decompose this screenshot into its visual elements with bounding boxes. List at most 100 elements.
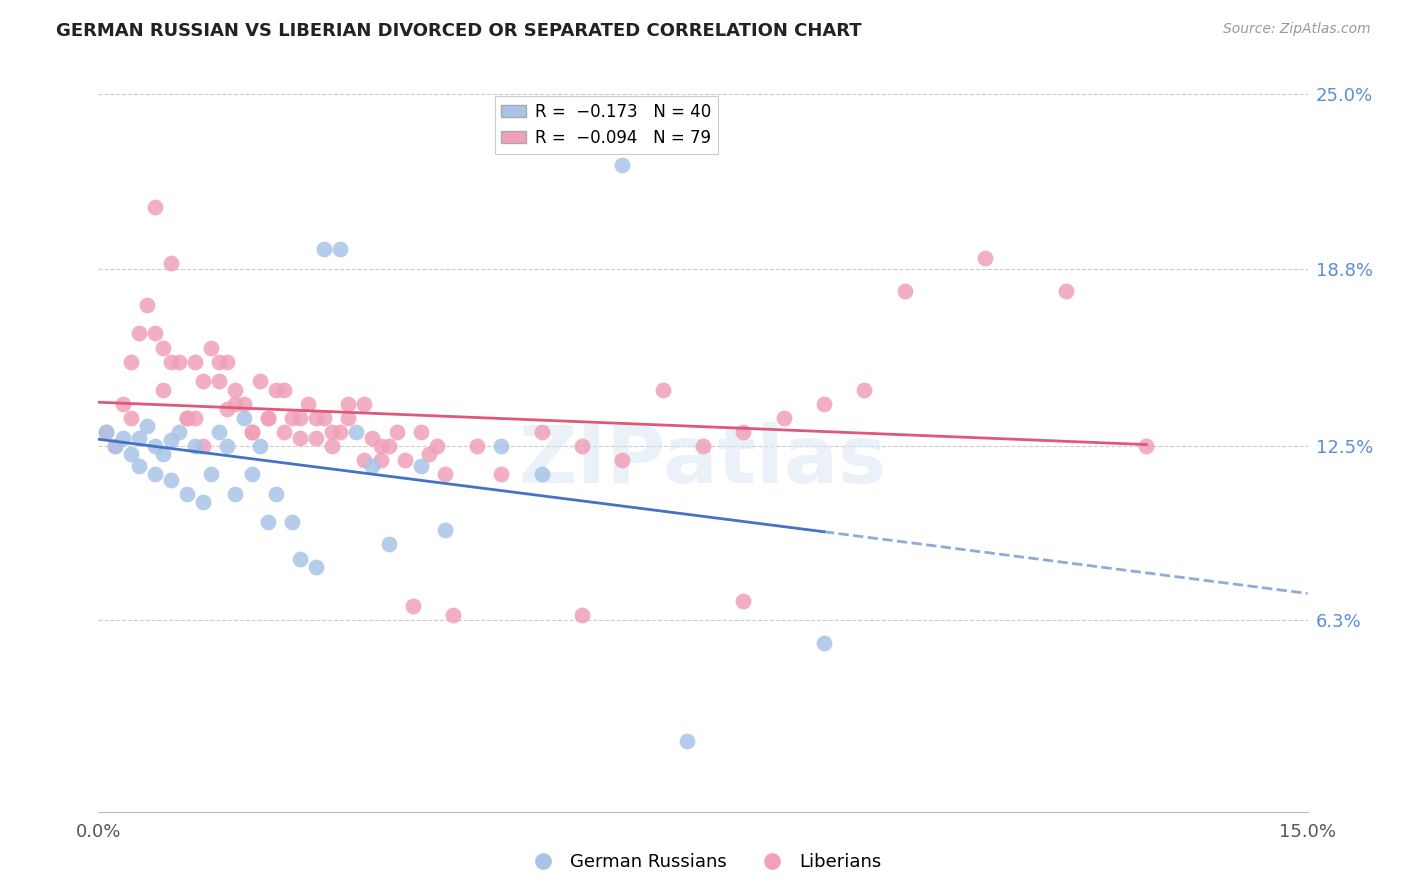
Legend: R =  −0.173   N = 40, R =  −0.094   N = 79: R = −0.173 N = 40, R = −0.094 N = 79	[495, 96, 717, 153]
Point	[232, 410, 254, 425]
Point	[224, 383, 246, 397]
Point	[353, 397, 375, 411]
Point	[184, 410, 207, 425]
Point	[612, 158, 634, 172]
Point	[409, 458, 432, 473]
Point	[273, 425, 295, 439]
Point	[160, 473, 183, 487]
Point	[184, 439, 207, 453]
Point	[394, 453, 416, 467]
Point	[176, 487, 198, 501]
Point	[152, 447, 174, 461]
Point	[612, 453, 634, 467]
Point	[176, 410, 198, 425]
Point	[103, 439, 125, 453]
Point	[465, 439, 488, 453]
Point	[232, 397, 254, 411]
Text: ZIPatlas: ZIPatlas	[519, 422, 887, 500]
Point	[200, 341, 222, 355]
Point	[143, 439, 166, 453]
Point	[305, 560, 328, 574]
Point	[176, 410, 198, 425]
Point	[264, 487, 287, 501]
Point	[353, 453, 375, 467]
Point	[111, 397, 134, 411]
Point	[370, 453, 392, 467]
Point	[377, 537, 399, 551]
Point	[377, 439, 399, 453]
Point	[288, 551, 311, 566]
Point	[329, 242, 352, 256]
Point	[193, 495, 215, 509]
Point	[264, 383, 287, 397]
Point	[813, 636, 835, 650]
Point	[409, 425, 432, 439]
Point	[853, 383, 876, 397]
Point	[297, 397, 319, 411]
Point	[128, 326, 150, 341]
Point	[305, 431, 328, 445]
Point	[240, 425, 263, 439]
Point	[217, 354, 239, 368]
Point	[813, 397, 835, 411]
Point	[314, 242, 336, 256]
Point	[893, 285, 915, 299]
Point	[337, 410, 360, 425]
Point	[240, 467, 263, 482]
Point	[143, 200, 166, 214]
Legend: German Russians, Liberians: German Russians, Liberians	[517, 847, 889, 879]
Point	[167, 425, 190, 439]
Point	[385, 425, 408, 439]
Point	[361, 458, 384, 473]
Point	[321, 439, 343, 453]
Point	[491, 467, 513, 482]
Point	[224, 397, 246, 411]
Point	[135, 419, 157, 434]
Point	[160, 256, 183, 270]
Point	[152, 341, 174, 355]
Point	[120, 410, 142, 425]
Point	[305, 410, 328, 425]
Point	[208, 374, 231, 388]
Point	[128, 458, 150, 473]
Text: GERMAN RUSSIAN VS LIBERIAN DIVORCED OR SEPARATED CORRELATION CHART: GERMAN RUSSIAN VS LIBERIAN DIVORCED OR S…	[56, 22, 862, 40]
Point	[1135, 439, 1157, 453]
Point	[337, 397, 360, 411]
Point	[96, 425, 118, 439]
Point	[193, 439, 215, 453]
Point	[1054, 285, 1077, 299]
Point	[491, 439, 513, 453]
Point	[441, 607, 464, 622]
Point	[733, 425, 755, 439]
Point	[111, 431, 134, 445]
Point	[281, 515, 304, 529]
Point	[288, 431, 311, 445]
Point	[103, 439, 125, 453]
Point	[974, 251, 997, 265]
Point	[143, 467, 166, 482]
Point	[426, 439, 449, 453]
Point	[240, 425, 263, 439]
Point	[208, 354, 231, 368]
Point	[200, 467, 222, 482]
Point	[224, 487, 246, 501]
Point	[530, 425, 553, 439]
Point	[361, 431, 384, 445]
Point	[571, 607, 593, 622]
Point	[135, 298, 157, 312]
Point	[256, 515, 278, 529]
Point	[571, 439, 593, 453]
Point	[193, 374, 215, 388]
Point	[152, 383, 174, 397]
Point	[402, 599, 425, 614]
Point	[256, 410, 278, 425]
Point	[692, 439, 714, 453]
Point	[143, 326, 166, 341]
Point	[160, 354, 183, 368]
Point	[370, 439, 392, 453]
Text: Source: ZipAtlas.com: Source: ZipAtlas.com	[1223, 22, 1371, 37]
Point	[249, 374, 271, 388]
Point	[249, 439, 271, 453]
Point	[120, 354, 142, 368]
Point	[160, 434, 183, 448]
